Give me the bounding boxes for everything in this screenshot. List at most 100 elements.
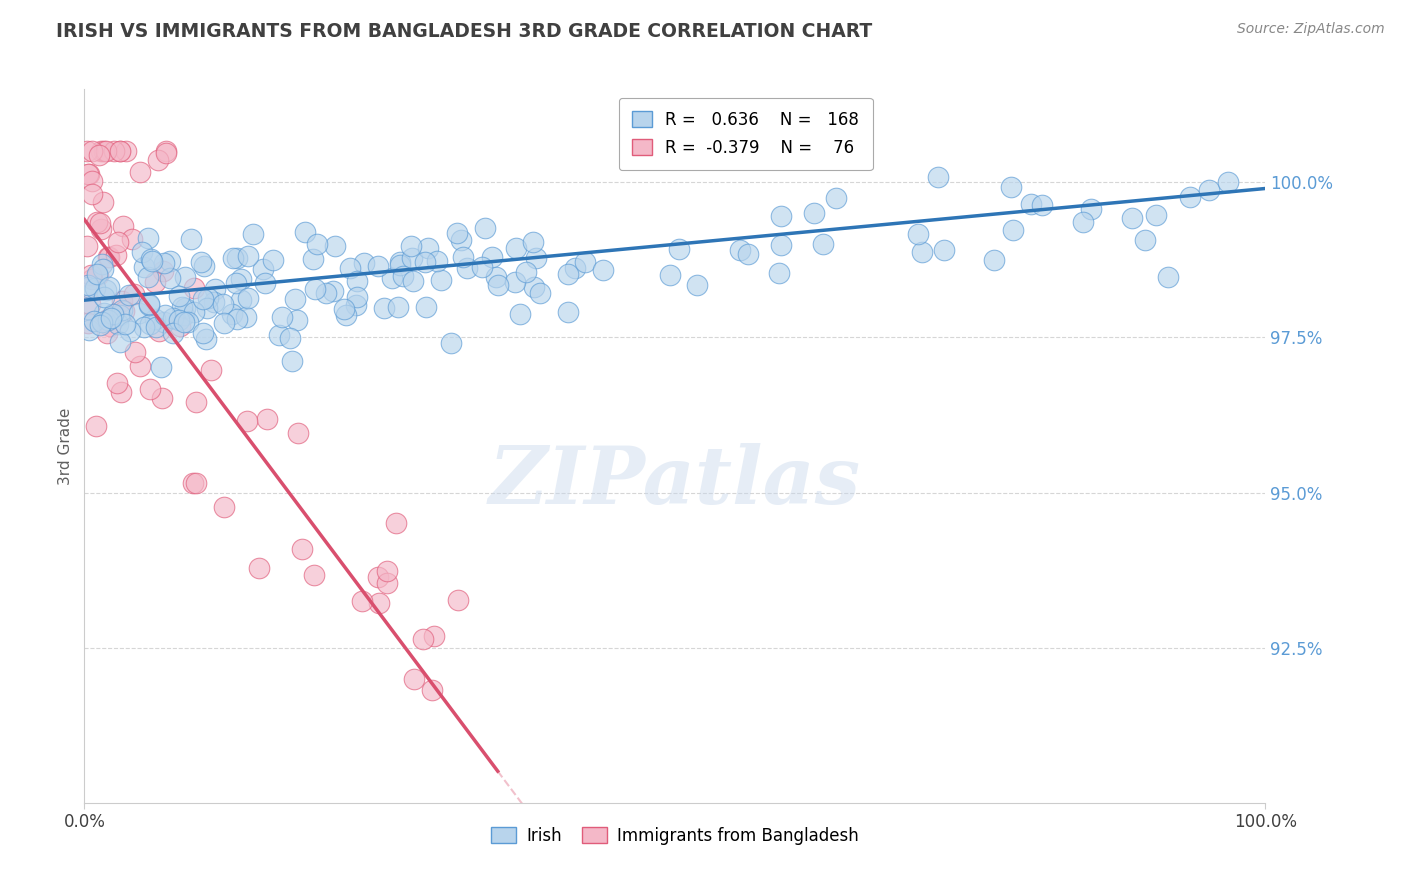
Point: [93, 290, 115, 304]
Point: [180, 231, 202, 245]
Point: [103, 307, 125, 321]
Point: [155, 145, 177, 159]
Point: [80, 272, 103, 286]
Point: [152, 264, 174, 278]
Point: [89, 318, 111, 333]
Point: [128, 165, 150, 179]
Text: IRISH VS IMMIGRANTS FROM BANGLADESH 3RD GRADE CORRELATION CHART: IRISH VS IMMIGRANTS FROM BANGLADESH 3RD …: [56, 22, 873, 41]
Point: [108, 335, 131, 350]
Point: [254, 276, 277, 290]
Point: [271, 310, 294, 324]
Point: [825, 191, 848, 205]
Point: [291, 541, 314, 556]
Point: [402, 274, 425, 288]
Point: [440, 336, 463, 351]
Point: [803, 205, 825, 219]
Point: [447, 593, 470, 607]
Point: [418, 241, 440, 255]
Point: [307, 237, 329, 252]
Point: [83, 314, 105, 328]
Point: [204, 282, 226, 296]
Point: [350, 593, 373, 607]
Point: [333, 302, 356, 317]
Point: [456, 260, 478, 275]
Point: [262, 252, 284, 267]
Point: [94, 284, 117, 298]
Point: [80, 145, 103, 159]
Point: [124, 345, 146, 359]
Point: [124, 287, 146, 301]
Point: [121, 232, 143, 246]
Point: [322, 284, 344, 298]
Point: [97, 250, 120, 264]
Point: [169, 319, 191, 334]
Point: [522, 235, 544, 249]
Point: [1031, 197, 1053, 211]
Point: [169, 313, 191, 327]
Point: [768, 266, 790, 280]
Point: [368, 596, 391, 610]
Point: [197, 301, 219, 315]
Point: [399, 239, 422, 253]
Point: [658, 268, 681, 283]
Point: [110, 293, 132, 308]
Point: [235, 310, 257, 324]
Point: [107, 318, 129, 332]
Point: [97, 313, 120, 327]
Point: [145, 319, 167, 334]
Point: [159, 254, 181, 268]
Point: [148, 153, 170, 167]
Point: [110, 384, 132, 399]
Point: [242, 227, 264, 242]
Point: [471, 260, 494, 274]
Point: [222, 251, 245, 265]
Point: [143, 275, 166, 289]
Point: [105, 376, 128, 391]
Point: [150, 359, 173, 374]
Point: [76, 238, 98, 252]
Point: [256, 412, 278, 426]
Point: [141, 254, 163, 268]
Point: [191, 292, 214, 306]
Point: [1198, 183, 1220, 197]
Point: [564, 261, 586, 276]
Point: [110, 145, 132, 159]
Point: [373, 301, 395, 316]
Point: [574, 255, 596, 269]
Point: [93, 145, 115, 159]
Point: [173, 308, 195, 322]
Point: [90, 222, 112, 236]
Point: [278, 331, 301, 345]
Point: [304, 567, 326, 582]
Point: [97, 280, 120, 294]
Point: [152, 315, 174, 329]
Point: [235, 414, 257, 428]
Point: [112, 219, 135, 233]
Point: [423, 629, 446, 643]
Point: [280, 353, 302, 368]
Point: [932, 243, 955, 257]
Point: [87, 268, 110, 282]
Point: [79, 296, 101, 310]
Point: [183, 305, 205, 319]
Point: [430, 273, 453, 287]
Point: [139, 252, 162, 267]
Point: [159, 271, 181, 285]
Point: [77, 278, 100, 293]
Point: [335, 309, 357, 323]
Point: [911, 245, 934, 260]
Point: [112, 304, 135, 318]
Point: [451, 250, 474, 264]
Point: [93, 306, 115, 320]
Point: [388, 255, 411, 269]
Point: [557, 305, 579, 319]
Point: [214, 316, 236, 330]
Point: [91, 258, 114, 272]
Point: [181, 476, 204, 491]
Point: [193, 259, 215, 273]
Point: [236, 291, 259, 305]
Point: [91, 262, 114, 277]
Point: [79, 323, 101, 337]
Point: [87, 147, 110, 161]
Point: [89, 216, 111, 230]
